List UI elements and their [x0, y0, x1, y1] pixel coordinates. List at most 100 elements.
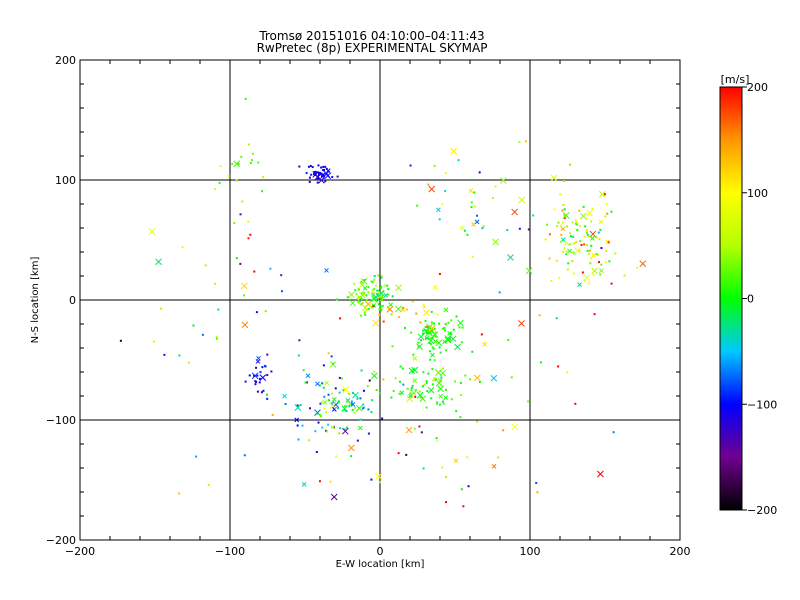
- data-point-dot: [418, 390, 421, 393]
- data-point-cross: [372, 319, 380, 327]
- data-point-dot: [478, 381, 481, 384]
- data-point-dot: [544, 238, 547, 241]
- data-point-dot: [261, 190, 264, 193]
- data-point-dot: [438, 403, 441, 406]
- data-point-dot: [413, 427, 416, 430]
- data-point-dot: [213, 282, 216, 285]
- data-point-dot: [597, 231, 600, 234]
- data-point-cross: [375, 472, 383, 480]
- data-point-dot: [373, 274, 376, 277]
- data-point-dot: [316, 171, 319, 174]
- data-point-dot: [302, 369, 305, 372]
- data-point-cross: [562, 212, 570, 219]
- data-point-dot: [351, 408, 354, 411]
- data-point-dot: [258, 377, 261, 380]
- data-point-dot: [588, 249, 591, 252]
- data-point-dot: [593, 313, 596, 316]
- data-point-dot: [568, 232, 571, 235]
- data-point-dot: [410, 331, 413, 334]
- data-point-dot: [587, 235, 590, 238]
- colorbar-tick-label: 100: [747, 187, 768, 200]
- data-point-cross: [315, 381, 320, 387]
- data-point-dot: [527, 228, 530, 231]
- data-point-dot: [308, 180, 311, 183]
- data-point-dot: [381, 417, 384, 420]
- data-point-dot: [406, 387, 409, 390]
- data-point-dot: [571, 260, 574, 263]
- data-point-cross: [574, 247, 582, 254]
- data-point-cross: [386, 306, 394, 313]
- data-point-dot: [614, 252, 617, 255]
- data-point-dot: [152, 340, 155, 343]
- data-point-dot: [436, 313, 439, 316]
- data-point-dot: [432, 379, 435, 382]
- data-point-dot: [373, 287, 376, 290]
- x-axis-ticks: −200 −100 0 100 200: [65, 60, 691, 558]
- data-point-dot: [315, 171, 318, 174]
- data-point-dot: [315, 451, 318, 454]
- data-point-dot: [231, 162, 234, 165]
- data-point-cross: [511, 208, 518, 216]
- data-point-dot: [498, 291, 501, 294]
- data-point-cross: [305, 373, 311, 379]
- data-point-dot: [309, 165, 312, 168]
- data-point-dot: [367, 308, 370, 311]
- data-point-dot: [416, 204, 419, 207]
- data-point-cross: [412, 378, 418, 383]
- data-point-dot: [425, 382, 428, 385]
- data-point-dot: [301, 424, 304, 427]
- data-point-dot: [433, 377, 436, 380]
- data-point-dot: [201, 333, 204, 336]
- data-point-dot: [354, 406, 357, 409]
- data-point-dot: [623, 274, 626, 277]
- data-point-dot: [434, 335, 437, 338]
- y-tick-label: −100: [46, 414, 76, 427]
- data-point-dot: [411, 384, 414, 387]
- data-point-dot: [390, 396, 393, 399]
- data-point-dot: [258, 381, 261, 384]
- data-point-dot: [338, 376, 341, 379]
- data-point-dot: [387, 293, 390, 296]
- data-point-dot: [434, 378, 437, 381]
- data-point-dot: [304, 381, 307, 384]
- colorbar-tick-label: −200: [747, 504, 777, 517]
- chart-subtitle: RwPretec (8p) EXPERIMENTAL SKYMAP: [257, 41, 488, 55]
- data-point-dot: [360, 369, 363, 372]
- data-point-dot: [548, 233, 551, 236]
- data-point-cross: [322, 399, 328, 405]
- data-point-dot: [595, 236, 598, 239]
- data-point-dot: [409, 392, 412, 395]
- data-point-dot: [356, 439, 359, 442]
- data-point-cross: [411, 390, 417, 396]
- data-point-dot: [379, 305, 382, 308]
- data-point-dot: [321, 169, 324, 172]
- data-point-dot: [439, 351, 442, 354]
- data-point-cross: [577, 282, 582, 287]
- data-point-dot: [308, 176, 311, 179]
- data-point-dot: [430, 343, 433, 346]
- data-point-dot: [586, 233, 589, 236]
- data-point-dot: [599, 228, 602, 231]
- data-point-dot: [363, 406, 366, 409]
- data-point-dot: [356, 397, 359, 400]
- data-point-cross: [454, 343, 461, 351]
- data-point-dot: [604, 261, 607, 264]
- data-point-dot: [410, 389, 413, 392]
- data-point-dot: [353, 282, 356, 285]
- data-point-cross: [447, 330, 452, 336]
- data-point-dot: [440, 376, 443, 379]
- data-point-dot: [235, 257, 238, 260]
- data-point-dot: [502, 429, 505, 432]
- data-point-dot: [460, 488, 463, 491]
- data-point-dot: [467, 485, 470, 488]
- data-point-dot: [572, 242, 575, 245]
- data-point-cross: [437, 385, 444, 393]
- data-point-dot: [387, 288, 390, 291]
- data-point-dot: [414, 389, 417, 392]
- data-point-cross: [416, 391, 424, 399]
- data-point-dot: [378, 308, 381, 311]
- data-point-dot: [253, 270, 256, 273]
- data-point-dot: [365, 299, 368, 302]
- data-point-dot: [571, 251, 574, 254]
- data-point-dot: [380, 276, 383, 279]
